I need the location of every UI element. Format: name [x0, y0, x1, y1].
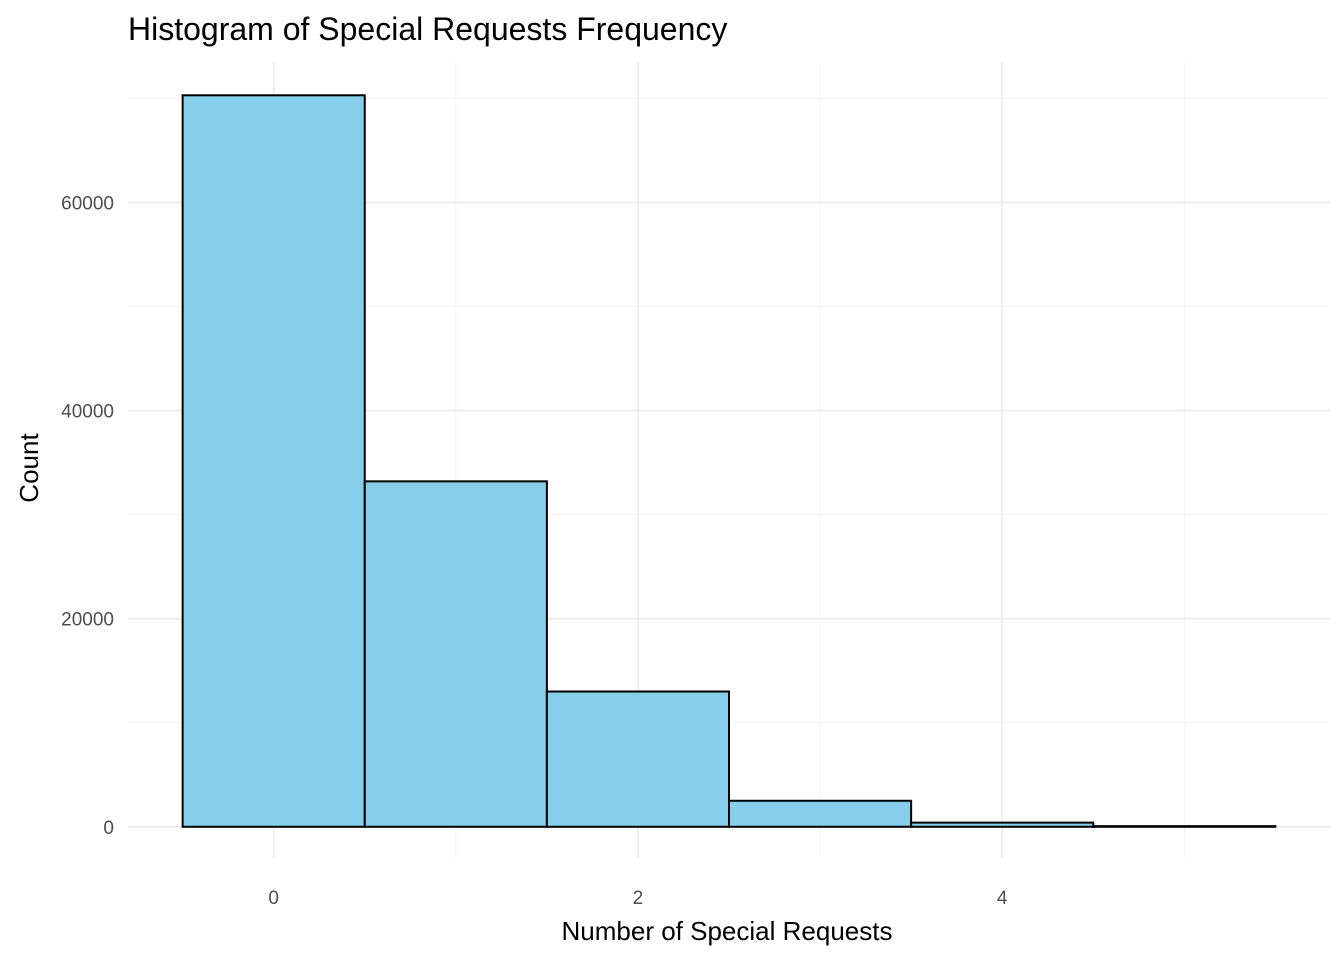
x-tick-label: 4: [997, 888, 1008, 909]
y-axis-title: Count: [14, 433, 44, 503]
histogram-bar: [363, 480, 548, 828]
histogram-bar: [181, 94, 366, 828]
histogram-bar: [1092, 825, 1277, 828]
y-tick-label: 60000: [61, 193, 114, 214]
y-axis-tick-labels: 0 20000 40000 60000: [61, 193, 114, 838]
y-tick-label: 20000: [61, 610, 114, 631]
histogram-bar: [728, 799, 913, 828]
x-axis-title: Number of Special Requests: [562, 916, 893, 946]
x-axis-tick-labels: 0 2 4: [268, 888, 1007, 909]
x-tick-label: 0: [268, 888, 279, 909]
histogram-bar: [910, 821, 1095, 828]
histogram-bars: [181, 94, 1277, 828]
y-tick-label: 0: [103, 818, 114, 839]
y-tick-label: 40000: [61, 402, 114, 423]
x-tick-label: 2: [633, 888, 644, 909]
histogram-bar: [545, 690, 730, 828]
chart-title: Histogram of Special Requests Frequency: [128, 11, 727, 47]
